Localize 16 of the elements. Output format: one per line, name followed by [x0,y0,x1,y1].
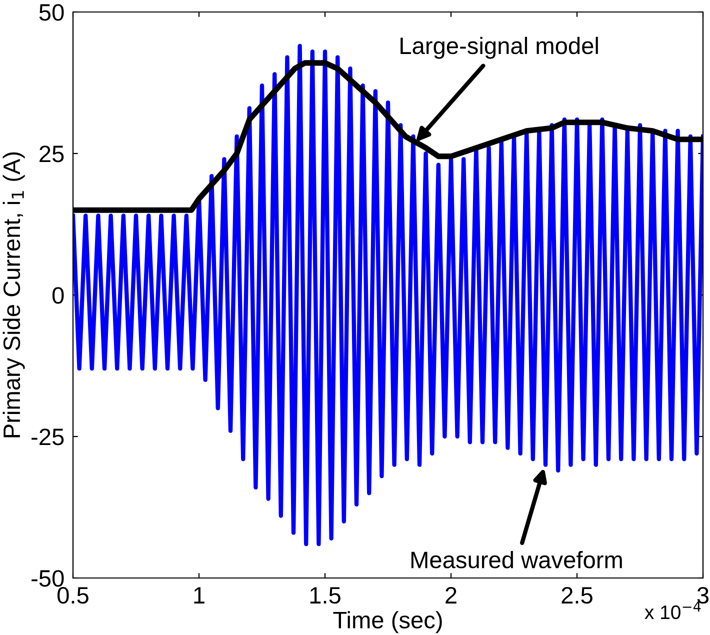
text: x 10$^{−4}$ [644,602,701,620]
x-tick-label: 2.5 [562,586,592,604]
x-tick-label: 1 [194,587,204,604]
y-tick-label: -25 [32,428,64,446]
x-tick-label: 0.5 [58,586,88,604]
x-axis-title: Time (sec) [333,611,442,634]
y-tick-label: -50 [32,570,64,587]
annotation: Measured waveform [411,550,622,568]
x-tick-label: 1.5 [310,587,340,604]
y-tick-label: 50 [39,4,64,21]
y-tick-label: 0 [52,287,64,304]
x-tick-label: 2 [446,586,456,604]
y-tick-label: 25 [40,146,64,162]
x-tick-label: 3 [697,586,709,604]
y-axis-title: Primary Side Current, i$_{1}$ (A) [2,152,25,438]
annotation: Large-signal model [400,36,598,59]
